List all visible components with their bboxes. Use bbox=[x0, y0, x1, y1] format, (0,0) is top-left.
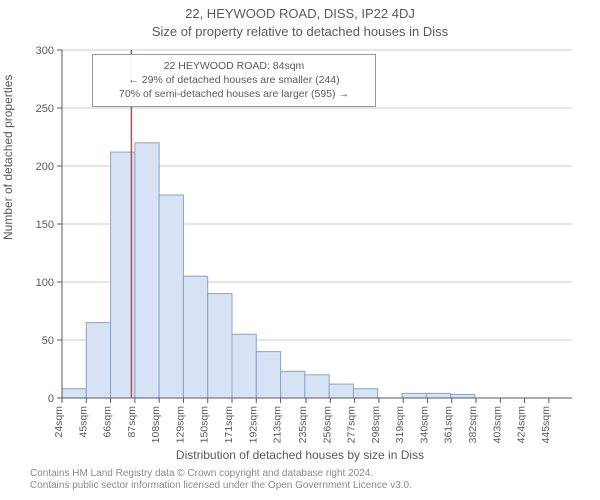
footer-line-1: Contains HM Land Registry data © Crown c… bbox=[30, 468, 412, 480]
svg-text:150: 150 bbox=[36, 219, 54, 231]
svg-text:445sqm: 445sqm bbox=[540, 406, 552, 444]
svg-text:45sqm: 45sqm bbox=[77, 406, 89, 438]
annotation-line-2: ← 29% of detached houses are smaller (24… bbox=[101, 73, 367, 87]
svg-text:150sqm: 150sqm bbox=[199, 406, 211, 444]
svg-text:129sqm: 129sqm bbox=[174, 406, 186, 444]
svg-text:319sqm: 319sqm bbox=[394, 406, 406, 444]
svg-text:298sqm: 298sqm bbox=[370, 406, 382, 444]
svg-text:87sqm: 87sqm bbox=[126, 406, 138, 438]
svg-text:340sqm: 340sqm bbox=[418, 406, 430, 444]
svg-text:424sqm: 424sqm bbox=[516, 406, 528, 444]
svg-text:361sqm: 361sqm bbox=[443, 406, 455, 444]
svg-text:213sqm: 213sqm bbox=[272, 406, 284, 444]
footer-attribution: Contains HM Land Registry data © Crown c… bbox=[30, 468, 412, 492]
svg-text:192sqm: 192sqm bbox=[247, 406, 259, 444]
svg-text:66sqm: 66sqm bbox=[102, 406, 114, 438]
svg-text:108sqm: 108sqm bbox=[150, 406, 162, 444]
svg-text:0: 0 bbox=[48, 393, 54, 405]
svg-text:250: 250 bbox=[36, 103, 54, 115]
x-axis-label: Distribution of detached houses by size … bbox=[0, 448, 600, 462]
footer-line-2: Contains public sector information licen… bbox=[30, 480, 412, 492]
svg-text:100: 100 bbox=[36, 277, 54, 289]
svg-text:235sqm: 235sqm bbox=[297, 406, 309, 444]
svg-text:200: 200 bbox=[36, 161, 54, 173]
svg-text:382sqm: 382sqm bbox=[467, 406, 479, 444]
annotation-line-3: 70% of semi-detached houses are larger (… bbox=[101, 87, 367, 101]
svg-text:50: 50 bbox=[42, 335, 54, 347]
annotation-box: 22 HEYWOOD ROAD: 84sqm ← 29% of detached… bbox=[92, 54, 376, 107]
svg-text:256sqm: 256sqm bbox=[321, 406, 333, 444]
svg-text:403sqm: 403sqm bbox=[491, 406, 503, 444]
svg-text:24sqm: 24sqm bbox=[53, 406, 65, 438]
svg-text:277sqm: 277sqm bbox=[346, 406, 358, 444]
svg-text:171sqm: 171sqm bbox=[223, 406, 235, 444]
annotation-line-1: 22 HEYWOOD ROAD: 84sqm bbox=[101, 59, 367, 73]
svg-text:300: 300 bbox=[36, 45, 54, 57]
